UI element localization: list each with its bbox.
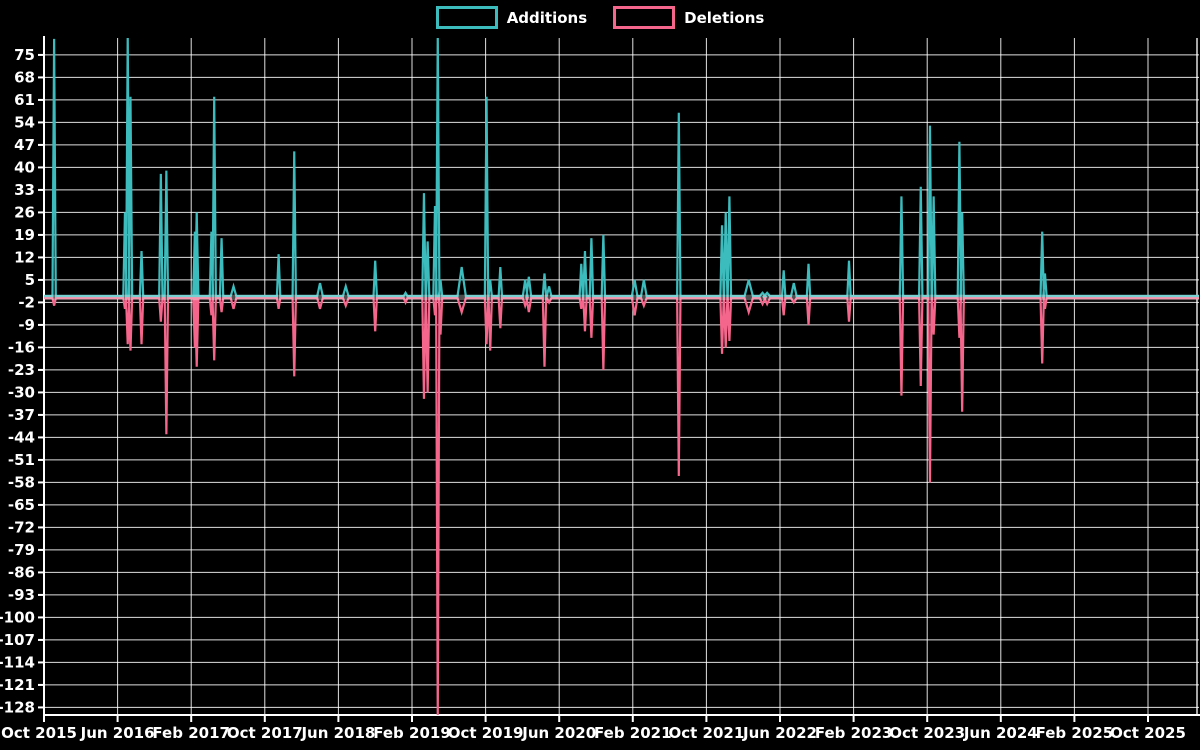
y-axis-label: -23 [8,361,35,379]
x-axis-label: Oct 2025 [1110,724,1186,742]
additions-label: Additions [506,8,588,27]
y-axis-label: -128 [0,698,35,716]
y-axis-label: -114 [0,653,35,671]
y-axis-label: -79 [8,541,35,559]
y-axis-label: 61 [14,91,35,109]
y-axis-label: -37 [8,406,35,424]
legend-item-additions[interactable]: Additions [435,6,588,29]
y-axis-label: -72 [8,518,35,536]
y-axis-label: 26 [14,203,35,221]
x-axis-label: Feb 2019 [373,724,451,742]
deletions-label: Deletions [684,8,765,27]
x-axis-label: Oct 2019 [448,724,524,742]
x-axis-label: Oct 2017 [227,724,303,742]
y-axis-label: -2 [18,293,35,311]
x-axis-label: Oct 2023 [889,724,965,742]
y-axis-label: 40 [14,158,35,176]
x-axis-label: Oct 2021 [669,724,745,742]
y-axis-label: -93 [8,586,35,604]
y-axis-label: 68 [14,68,35,86]
y-axis-label: -58 [8,473,35,491]
x-axis-label: Feb 2017 [152,724,230,742]
y-axis-label: -9 [18,316,35,334]
x-axis-label: Feb 2023 [815,724,893,742]
additions-swatch [435,6,498,29]
deletions-swatch [613,6,676,29]
y-axis-label: -44 [8,428,35,446]
y-axis-label: -107 [0,631,35,649]
x-axis-label: Feb 2025 [1036,724,1114,742]
y-axis-label: -16 [8,338,35,356]
y-axis-label: 19 [14,226,35,244]
x-axis-label: Oct 2015 [1,724,77,742]
y-axis-label: -121 [0,676,35,694]
additions-series [44,38,1199,298]
y-axis-label: 5 [25,271,35,289]
deletions-series [44,297,1199,715]
y-axis-label: -86 [8,563,35,581]
y-axis-label: 12 [14,248,35,266]
x-axis-label: Feb 2021 [594,724,672,742]
y-axis-label: 75 [14,46,35,64]
y-axis-label: -30 [8,383,35,401]
x-axis-label: Jun 2016 [80,724,155,742]
y-axis-label: -51 [8,451,35,469]
y-axis-label: 47 [14,136,35,154]
x-axis-label: Jun 2022 [742,724,817,742]
x-axis-label: Jun 2020 [521,724,596,742]
y-axis-label: -100 [0,608,35,626]
legend: Additions Deletions [0,6,1200,29]
y-axis-label: 54 [14,113,35,131]
x-axis-label: Jun 2018 [300,724,375,742]
zero-baseline-highlight [44,294,1199,301]
legend-item-deletions[interactable]: Deletions [613,6,764,29]
y-axis-label: -65 [8,496,35,514]
x-axis-label: Jun 2024 [963,724,1038,742]
y-axis-label: 33 [14,181,35,199]
